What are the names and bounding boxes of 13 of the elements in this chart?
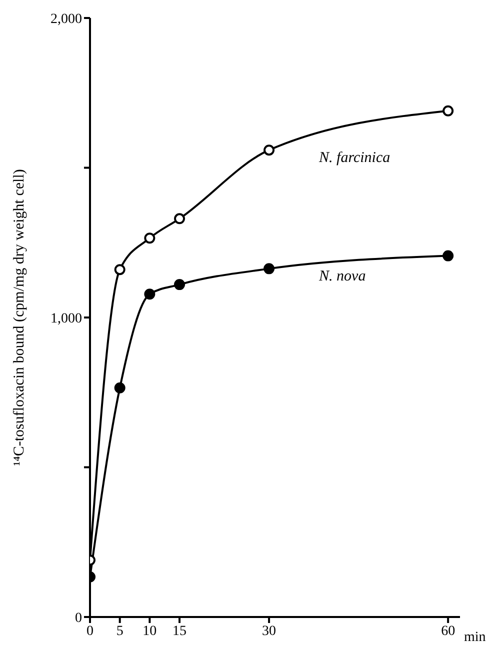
x-tick-label: 5 (116, 624, 124, 639)
x-tick-label: 30 (262, 624, 276, 639)
y-tick-label: 0 (75, 610, 82, 626)
x-axis-title: min (464, 630, 486, 645)
x-tick-label: 10 (142, 624, 157, 639)
y-tick-label: 2,000 (50, 12, 82, 27)
x-tick-label: 60 (441, 624, 456, 639)
y-axis-title: ¹⁴C-tosufloxacin bound (cpm/mg dry weight cell) (11, 169, 28, 466)
series-label: N. farcinica (318, 150, 390, 166)
series-label: N. nova (318, 268, 366, 285)
x-tick-label: 15 (172, 624, 187, 639)
y-tick-label: 1,000 (50, 311, 82, 326)
x-tick-label: 0 (86, 624, 94, 639)
